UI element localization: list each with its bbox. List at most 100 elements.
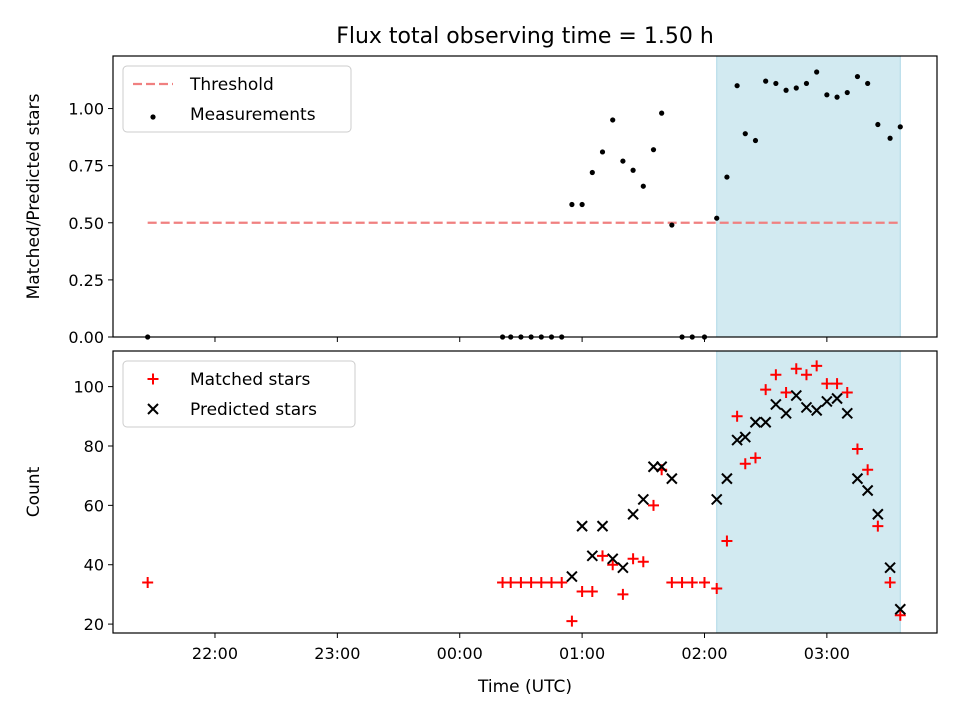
matched-star-point (686, 577, 698, 589)
measurement-point (834, 94, 840, 100)
predicted-star-point (800, 401, 813, 414)
matched-star-point (586, 585, 598, 597)
measurement-point (620, 158, 626, 164)
chart-title: Flux total observing time = 1.50 h (336, 24, 714, 49)
matched-star-point (851, 443, 863, 455)
y-tick-label: 1.00 (68, 100, 104, 119)
matched-star-point (770, 369, 782, 381)
measurement-point (875, 121, 881, 128)
matched-star-point (790, 363, 802, 375)
matched-star-point (872, 520, 884, 532)
measurement-point (630, 167, 636, 173)
measurement-point (589, 169, 595, 176)
matched-star-point (535, 577, 547, 589)
matched-star-point (862, 464, 874, 476)
legend-box (122, 65, 352, 133)
x-tick-label: 22:00 (192, 644, 238, 663)
matched-star-point (676, 577, 688, 589)
measurement-point (887, 135, 893, 141)
matched-star-point (894, 609, 906, 621)
matched-star-point (597, 550, 609, 562)
y-tick-label: 0.75 (68, 157, 104, 176)
matched-star-point (617, 588, 629, 600)
matched-star-point (556, 577, 568, 589)
y-tick-label: 20 (84, 615, 104, 634)
predicted-star-point (841, 407, 853, 420)
legend-measurement-marker (150, 114, 156, 120)
predicted-star-point (780, 407, 792, 420)
y-axis-label: Matched/Predicted stars (24, 93, 44, 299)
predicted-star-point (790, 389, 802, 402)
matched-star-point (884, 577, 896, 589)
y-tick-label: 100 (73, 378, 104, 397)
matched-star-point (739, 458, 751, 470)
legend-label: Predicted stars (190, 400, 317, 420)
y-tick-label: 60 (84, 496, 104, 515)
matched-star-point (760, 384, 772, 396)
predicted-star-point (739, 431, 751, 443)
matched-star-point (666, 577, 678, 589)
measurement-point (714, 215, 720, 221)
predicted-star-point (586, 550, 599, 562)
legend-label: Threshold (189, 75, 274, 95)
measurement-point (569, 201, 575, 208)
y-tick-label: 0.50 (68, 214, 104, 233)
measurement-point (793, 85, 799, 91)
measurement-point (724, 174, 730, 180)
y-tick-label: 80 (84, 437, 104, 456)
measurement-point (752, 137, 759, 144)
predicted-star-point (884, 561, 896, 574)
matched-star-point (637, 556, 649, 568)
axes-frame (112, 55, 938, 338)
measurement-point (640, 183, 646, 189)
predicted-star-point (894, 603, 906, 615)
matched-star-point (546, 577, 558, 589)
legend-predicted-marker (147, 403, 159, 415)
predicted-star-point (759, 416, 772, 428)
measurement-point (734, 83, 740, 89)
predicted-star-point (861, 484, 874, 497)
matched-star-point (711, 582, 723, 594)
top-panel: 0.00 0.25 0.50 0.75 1.00 Matched/Predicted st… (24, 55, 938, 347)
measurement-point (803, 80, 810, 87)
measurement-point (844, 89, 850, 96)
x-tick-label: 00:00 (437, 644, 483, 663)
predicted-star-point (749, 416, 762, 428)
predicted-star-point (606, 553, 619, 565)
legend-matched-marker (147, 373, 159, 385)
matched-star-point (607, 559, 619, 571)
matched-star-point (142, 577, 154, 589)
legend-label: Measurements (190, 105, 316, 125)
predicted-star-point (770, 398, 782, 411)
matched-star-point (525, 577, 537, 589)
x-axis-label: Time (UTC) (477, 677, 572, 697)
predicted-star-point (666, 472, 678, 485)
highlight-span (716, 351, 901, 633)
predicted-star-point (627, 508, 639, 520)
predicted-star-point (872, 508, 884, 520)
matched-star-point (576, 585, 588, 597)
predicted-star-point (810, 404, 823, 417)
predicted-star-point (637, 493, 650, 506)
predicted-star-point (655, 461, 668, 473)
x-tick-label: 02:00 (681, 644, 727, 663)
predicted-star-point (566, 570, 578, 583)
predicted-star-point (617, 561, 629, 574)
predicted-star-point (647, 461, 660, 473)
measurement-point (650, 147, 657, 153)
bottom-panel: 20 40 60 80 100 22:00 23:00 00:00 01:00 02:00 03:0… (24, 350, 938, 697)
predicted-star-point (731, 434, 743, 446)
matched-star-point (780, 387, 792, 399)
x-tick-label: 03:00 (804, 644, 850, 663)
matched-star-point (811, 360, 823, 372)
legend-label: Matched stars (190, 370, 310, 390)
predicted-star-point (851, 472, 864, 485)
matched-star-point (647, 499, 659, 511)
matched-star-point (627, 553, 639, 565)
measurement-point (599, 149, 606, 155)
matched-star-point (515, 577, 527, 589)
matched-star-point (800, 369, 812, 381)
measurement-point (865, 80, 871, 87)
measurement-point (814, 69, 820, 75)
predicted-star-point (711, 493, 723, 506)
